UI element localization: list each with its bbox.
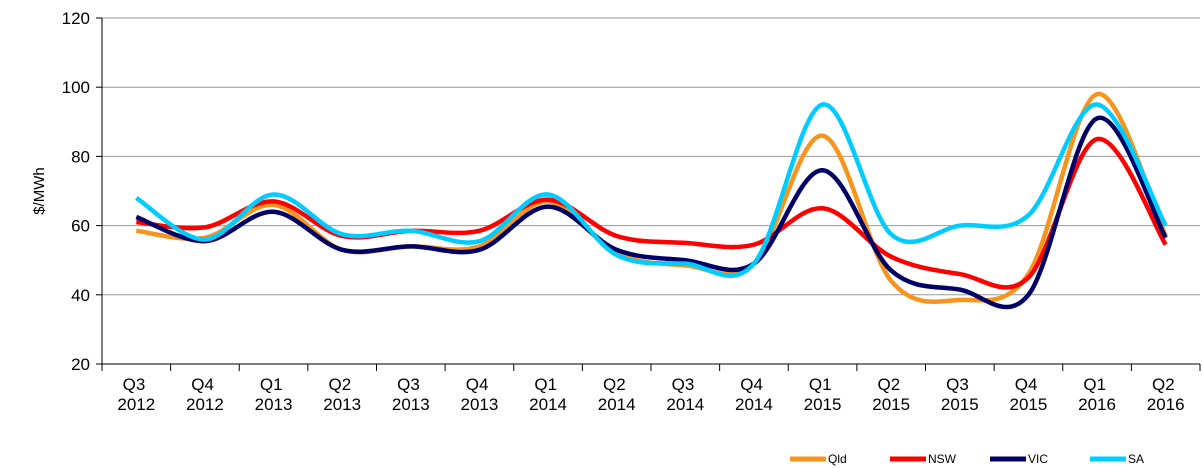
x-tick-label: Q1 2016: [1078, 375, 1116, 414]
x-tick-label: Q3 2014: [666, 375, 704, 414]
legend-label: Qld: [828, 452, 847, 466]
y-tick-label: 120: [62, 9, 90, 28]
legend-label: SA: [1128, 452, 1144, 466]
x-tick-label: Q2 2013: [323, 375, 361, 414]
y-tick-label: 80: [71, 147, 90, 166]
x-tick-label: Q4 2014: [735, 375, 773, 414]
x-tick-label: Q1 2014: [529, 375, 567, 414]
legend-label: VIC: [1028, 452, 1048, 466]
x-tick-label: Q1 2013: [255, 375, 293, 414]
x-tick-label: Q2 2015: [872, 375, 910, 414]
x-tick-label: Q3 2015: [941, 375, 979, 414]
series-line: [136, 136, 1168, 290]
x-tick-label: Q4 2013: [461, 375, 499, 414]
x-tick-label: Q3 2012: [117, 375, 155, 414]
x-tick-label: Q4 2015: [1010, 375, 1048, 414]
y-tick-label: 20: [71, 355, 90, 374]
x-tick-label: Q4 2012: [186, 375, 224, 414]
legend-label: NSW: [928, 452, 957, 466]
y-axis-label: $/MWh: [31, 167, 48, 215]
x-tick-label: Q2 2016: [1147, 375, 1185, 414]
y-tick-label: 40: [71, 286, 90, 305]
y-tick-label: 60: [71, 217, 90, 236]
x-tick-label: Q1 2015: [804, 375, 842, 414]
x-tick-label: Q3 2013: [392, 375, 430, 414]
x-tick-label: Q2 2014: [598, 375, 636, 414]
y-tick-label: 100: [62, 78, 90, 97]
series-line: [135, 102, 1168, 278]
series-line: [135, 115, 1168, 310]
